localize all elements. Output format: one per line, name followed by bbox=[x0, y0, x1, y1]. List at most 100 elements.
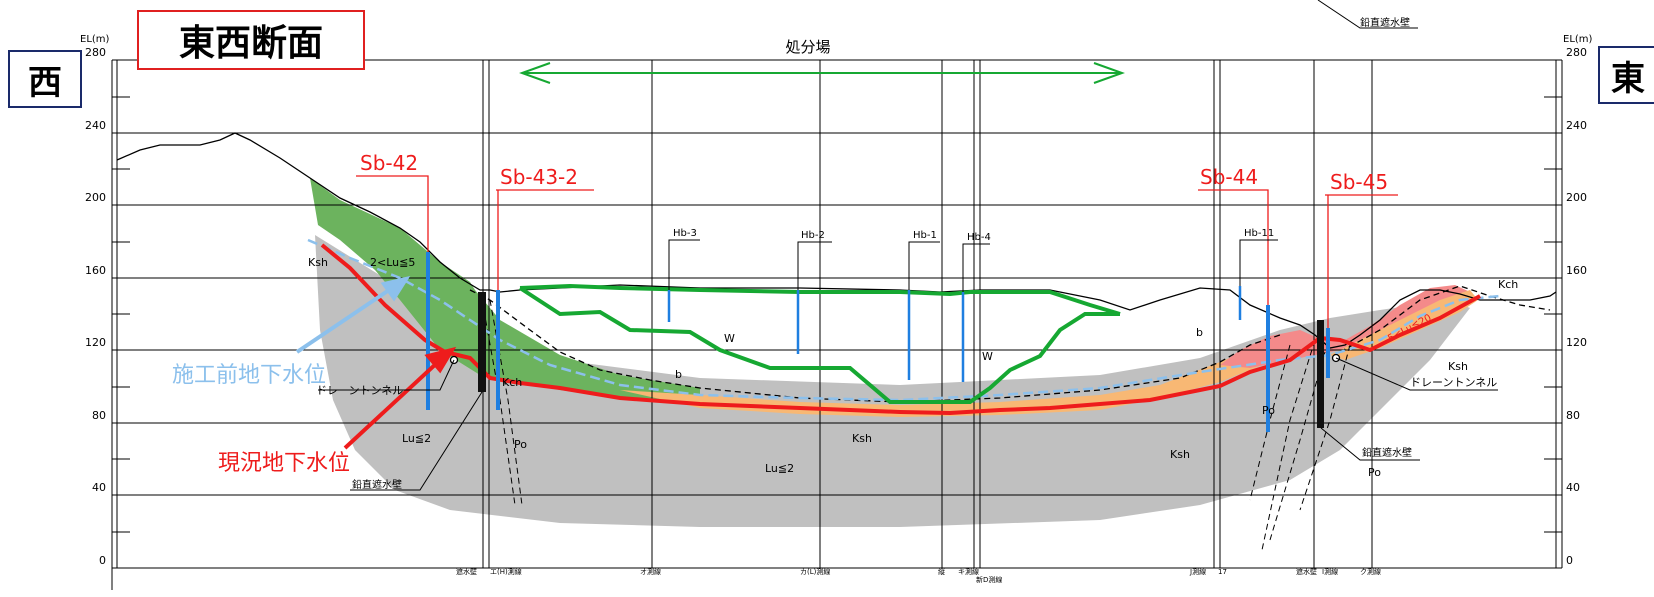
waste-outline-lower bbox=[518, 286, 1120, 404]
survey-s2: エ(H)測線 bbox=[490, 567, 522, 576]
strata-po-right: Po bbox=[1262, 404, 1275, 417]
drain-leader-left bbox=[318, 359, 455, 391]
strata-lu-range-left: 2<Lu≦5 bbox=[370, 256, 415, 269]
label-sb42: Sb-42 bbox=[360, 151, 418, 175]
survey-s6: キ測線 bbox=[958, 567, 979, 576]
strata-w-lower: W bbox=[982, 350, 993, 363]
tick-0-right: 0 bbox=[1566, 554, 1573, 567]
tick-labels-right: 280 240 200 160 120 80 40 0 bbox=[1566, 46, 1587, 567]
strata-lu-le2-center: Lu≦2 bbox=[765, 462, 794, 475]
bedrock-lu-le2-region bbox=[315, 235, 1470, 527]
facility-label: 処分場 bbox=[785, 38, 830, 56]
strata-b-right: b bbox=[1196, 326, 1203, 339]
strata-w-upper: W bbox=[724, 332, 735, 345]
tick-labels-left: 280 240 200 160 120 80 40 0 bbox=[85, 46, 106, 567]
cutoff-wall-left bbox=[478, 292, 486, 392]
drain-tunnel-right-label: ドレーントンネル bbox=[1410, 376, 1497, 389]
label-hb3: Hb-3 bbox=[673, 228, 697, 239]
strata-ksh-right: Ksh bbox=[1448, 360, 1468, 373]
orange-clay-region-bottom bbox=[620, 338, 1280, 417]
fault-dashed-right-4 bbox=[1299, 344, 1351, 511]
tick-120-left: 120 bbox=[85, 336, 106, 349]
orange-clay-region-right bbox=[1330, 290, 1478, 360]
west-direction-label: 西 bbox=[8, 50, 82, 108]
cutoff-leader-left bbox=[350, 391, 483, 491]
tick-120-right: 120 bbox=[1566, 336, 1587, 349]
survey-s11: I測線 bbox=[1322, 567, 1338, 576]
annotation-labels: ドレーントンネル ドレーントンネル 鉛直遮水壁 鉛直遮水壁 bbox=[316, 376, 1497, 491]
fault-dashed-right-1 bbox=[1261, 339, 1316, 551]
label-sb45: Sb-45 bbox=[1330, 170, 1388, 194]
pre-gw-arrow bbox=[295, 275, 411, 354]
drain-leader-right bbox=[1335, 357, 1498, 391]
cutoff-wall-right-label: 鉛直遮水壁 bbox=[1362, 446, 1412, 459]
survey-s4: カ(L)測線 bbox=[800, 567, 830, 576]
label-hb4: Hb-4 bbox=[967, 232, 991, 243]
top-right-note: 鉛直遮水壁 bbox=[1360, 16, 1410, 29]
tick-280-left: 280 bbox=[85, 46, 106, 59]
cutoff-leader-right bbox=[1320, 427, 1420, 461]
tick-40-right: 40 bbox=[1566, 481, 1580, 494]
borehole-leaders bbox=[356, 175, 1398, 328]
boreholes-hb bbox=[667, 286, 1242, 382]
tick-0-left: 0 bbox=[99, 554, 106, 567]
strata-lu-le2-left: Lu≦2 bbox=[402, 432, 431, 445]
tick-80-right: 80 bbox=[1566, 409, 1580, 422]
tick-160-right: 160 bbox=[1566, 264, 1587, 277]
legend-current-gw: 現況地下水位 bbox=[218, 451, 350, 476]
label-hb11: Hb-11 bbox=[1244, 228, 1274, 239]
strata-po-right-lower: Po bbox=[1368, 466, 1381, 479]
survey-line-labels: 遮水壁 エ(H)測線 オ測線 カ(L)測線 縦 キ測線 新D測線 J測線 17 … bbox=[456, 567, 1381, 584]
fault-dashed-right-2 bbox=[1249, 344, 1291, 501]
tick-280-right: 280 bbox=[1566, 46, 1587, 59]
strata-b-left: b bbox=[675, 368, 682, 381]
strata-po-left: Po bbox=[514, 438, 527, 451]
strata-kch-left: Kch bbox=[502, 376, 522, 389]
tick-240-right: 240 bbox=[1566, 119, 1587, 132]
current-gw-arrow bbox=[343, 346, 457, 450]
tick-200-right: 200 bbox=[1566, 191, 1587, 204]
label-hb1: Hb-1 bbox=[913, 230, 937, 241]
strata-ksh-upper-left: Ksh bbox=[308, 256, 328, 269]
axis-unit-right: EL(m) bbox=[1563, 34, 1593, 45]
strata-kch-right: Kch bbox=[1498, 278, 1518, 291]
facility-extent-arrow bbox=[519, 62, 1125, 84]
kch-green-region bbox=[310, 178, 700, 400]
east-dashed-line bbox=[1339, 285, 1551, 353]
tick-160-left: 160 bbox=[85, 264, 106, 277]
cutoff-wall-left-label: 鉛直遮水壁 bbox=[352, 478, 402, 491]
label-sb43-2: Sb-43-2 bbox=[500, 165, 578, 189]
pink-region-right bbox=[1220, 285, 1470, 368]
label-hb2: Hb-2 bbox=[801, 230, 825, 241]
tick-40-left: 40 bbox=[92, 481, 106, 494]
boreholes-group bbox=[426, 252, 1330, 432]
strata-ksh-right-lower: Ksh bbox=[1170, 448, 1190, 461]
survey-s3: オ測線 bbox=[640, 567, 661, 576]
cutoff-wall-right bbox=[1317, 320, 1324, 428]
survey-s9: 17 bbox=[1218, 568, 1227, 576]
section-title: 東西断面 bbox=[137, 10, 365, 70]
survey-s1: 遮水壁 bbox=[456, 567, 477, 576]
label-sb44: Sb-44 bbox=[1200, 165, 1258, 189]
strata-ksh-center: Ksh bbox=[852, 432, 872, 445]
tick-240-left: 240 bbox=[85, 119, 106, 132]
tick-200-left: 200 bbox=[85, 191, 106, 204]
survey-s7: 新D測線 bbox=[976, 575, 1002, 584]
fault-dashed-right-3 bbox=[1269, 351, 1326, 541]
vertical-axes bbox=[111, 60, 1563, 590]
survey-s10: 遮水壁 bbox=[1296, 567, 1317, 576]
tick-80-left: 80 bbox=[92, 409, 106, 422]
survey-s12: ク測線 bbox=[1360, 567, 1381, 576]
survey-s5: 縦 bbox=[938, 567, 945, 576]
legend-pre-construction-gw: 施工前地下水位 bbox=[172, 363, 326, 388]
pre-construction-groundwater-line bbox=[307, 238, 1501, 402]
drain-tunnel-left-label: ドレーントンネル bbox=[316, 384, 403, 397]
minor-ticks bbox=[112, 96, 1562, 533]
survey-s8: J測線 bbox=[1189, 567, 1206, 576]
east-direction-label: 東 bbox=[1598, 46, 1654, 104]
waste-outline-upper bbox=[519, 283, 1121, 316]
axis-unit-left: EL(m) bbox=[80, 34, 110, 45]
top-right-leader bbox=[1317, 0, 1418, 29]
